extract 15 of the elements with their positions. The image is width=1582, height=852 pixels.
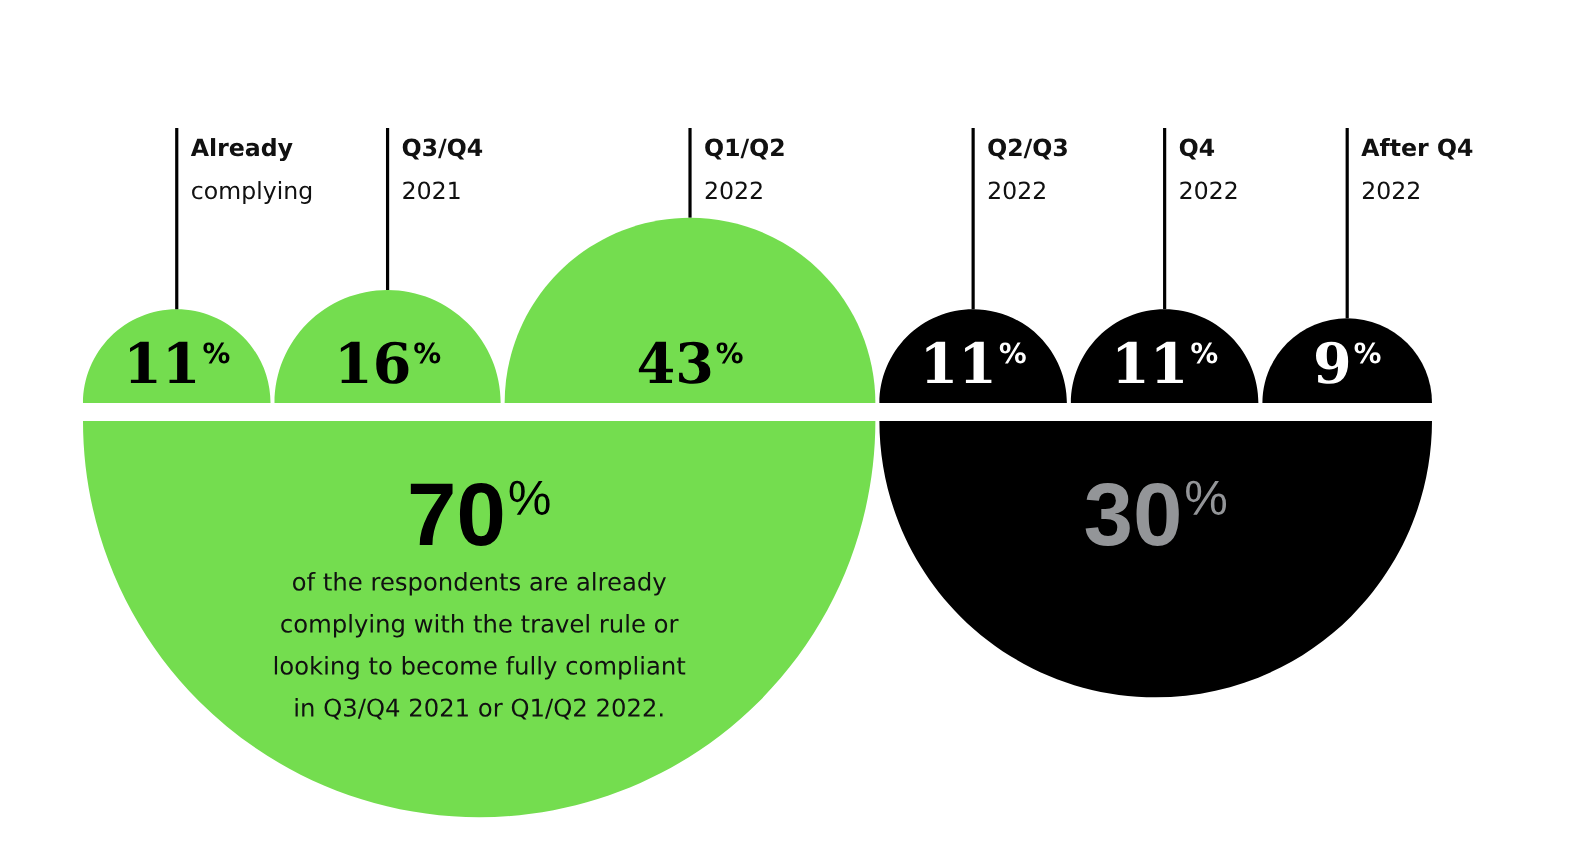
data-label: 16% bbox=[340, 341, 441, 384]
category-label: Q2/Q3 2022 bbox=[988, 138, 1067, 200]
data-label: 9% bbox=[1316, 341, 1381, 384]
text: 30% bbox=[1085, 480, 1227, 546]
category-label: Already complying bbox=[190, 138, 312, 204]
text: of the respondents are already complying with the travel rule or looking to become fully compliant in Q3/Q4 2021 or Q1/Q2 2022. bbox=[274, 572, 686, 720]
category-label: After Q4 2022 bbox=[1361, 138, 1473, 200]
data-label: 43% bbox=[638, 341, 743, 384]
data-label: 11% bbox=[926, 341, 1026, 383]
data-label: 11% bbox=[1117, 341, 1218, 383]
text: 70% bbox=[410, 480, 550, 546]
category-label: Q3/Q4 2021 bbox=[402, 138, 483, 200]
category-label: Q4 2022 bbox=[1179, 138, 1237, 200]
category-label: Q1/Q2 2022 bbox=[705, 138, 784, 200]
data-label: 11% bbox=[130, 341, 230, 383]
